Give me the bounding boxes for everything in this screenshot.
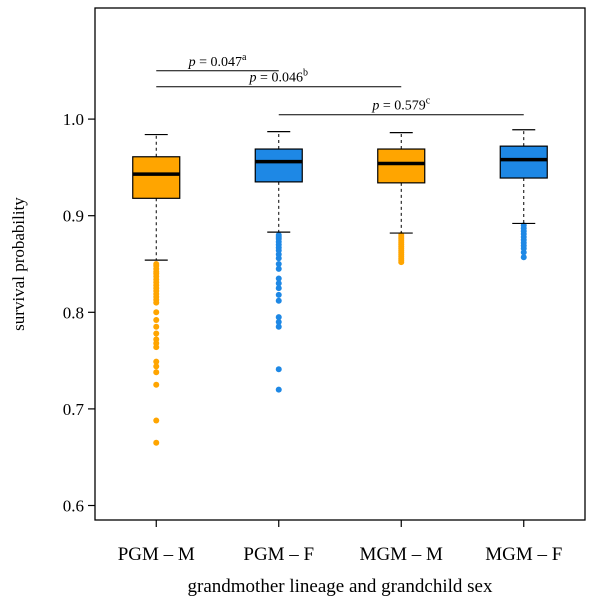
y-tick-label: 0.7 xyxy=(63,400,85,419)
outlier-point xyxy=(275,291,282,298)
outlier-point xyxy=(153,309,160,316)
outlier-point xyxy=(275,285,282,292)
outlier-point xyxy=(153,330,160,337)
outlier-point xyxy=(153,317,160,324)
outlier-point xyxy=(275,386,282,393)
outlier-point xyxy=(275,366,282,373)
outlier-point xyxy=(275,323,282,330)
outlier-point xyxy=(275,261,282,267)
outlier-point xyxy=(275,255,282,262)
outlier-point xyxy=(275,280,282,287)
outlier-point xyxy=(275,297,282,304)
outlier-point xyxy=(520,254,527,261)
x-tick-label: PGM – M xyxy=(118,544,195,565)
x-tick-label: MGM – M xyxy=(360,544,444,565)
outlier-point xyxy=(153,358,160,365)
p-value-label: p = 0.047a xyxy=(188,52,247,70)
iqr-box xyxy=(377,148,426,184)
box-group xyxy=(132,133,181,446)
outlier-point xyxy=(520,249,527,256)
p-value-label: p = 0.579c xyxy=(371,96,430,114)
y-tick-label: 0.8 xyxy=(63,303,84,322)
outlier-point xyxy=(153,369,160,376)
outlier-point xyxy=(153,417,160,424)
outlier-point xyxy=(275,314,282,321)
x-tick-label: MGM – F xyxy=(485,544,562,565)
outlier-point xyxy=(275,275,282,282)
outlier-point xyxy=(398,259,405,266)
y-tick-label: 0.6 xyxy=(63,497,84,516)
box-group xyxy=(254,131,303,393)
box-group xyxy=(499,129,548,261)
outlier-point xyxy=(153,381,160,388)
iqr-box xyxy=(499,145,548,179)
iqr-box xyxy=(254,148,303,183)
plot-frame xyxy=(94,7,586,521)
x-axis: PGM – M PGM – F MGM – M MGM – F xyxy=(118,520,562,565)
outlier-point xyxy=(275,265,282,272)
boxes-layer xyxy=(132,129,548,446)
x-axis-label: grandmother lineage and grandchild sex xyxy=(188,576,493,597)
outlier-point xyxy=(153,323,160,330)
outlier-point xyxy=(153,363,160,370)
y-axis-label: survival probability xyxy=(9,197,28,331)
outlier-point xyxy=(153,439,160,446)
x-tick-label: PGM – F xyxy=(243,544,314,565)
y-tick-label: 1.0 xyxy=(63,110,84,129)
y-tick-label: 0.9 xyxy=(63,207,84,226)
iqr-box xyxy=(132,156,181,199)
outlier-point xyxy=(275,318,282,325)
p-value-label: p = 0.046b xyxy=(249,68,308,86)
y-axis: 0.6 0.7 0.8 0.9 1.0 xyxy=(63,110,95,516)
box-group xyxy=(377,132,426,266)
outlier-point xyxy=(153,299,160,306)
outlier-point xyxy=(153,344,160,351)
